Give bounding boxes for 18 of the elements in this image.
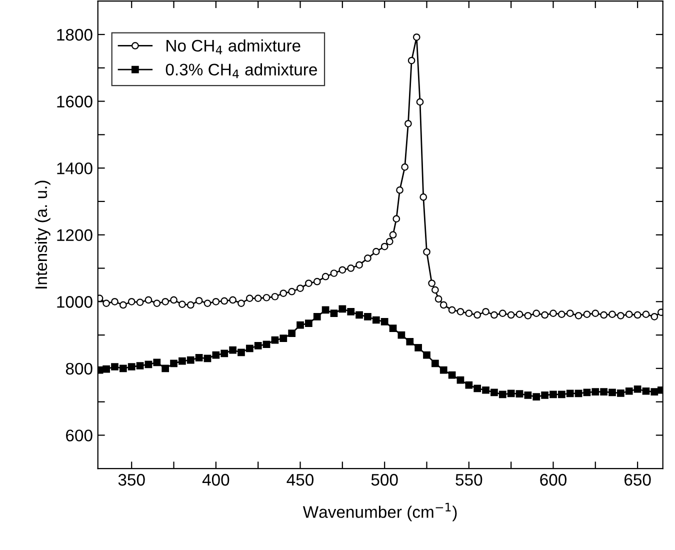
x-tick-label: 500 <box>371 474 398 486</box>
legend-label: 0.3% CH$_{4}$ admixture <box>166 63 317 78</box>
x-tick-label: 400 <box>202 474 230 486</box>
y-tick-label: 1000 <box>57 296 92 308</box>
y-axis-title: Intensity (a. u.) <box>34 180 50 288</box>
y-tick-label: 1600 <box>57 96 92 108</box>
x-tick-label: 450 <box>286 474 314 486</box>
x-tick-label: 550 <box>456 474 482 486</box>
y-tick-label: 1400 <box>57 162 92 174</box>
x-tick-label: 350 <box>118 474 145 486</box>
x-tick-label: 650 <box>624 474 651 486</box>
y-tick-label: 1200 <box>57 229 92 242</box>
x-axis-title: Wavenumber (cm$^{−1}$) <box>302 502 457 522</box>
y-tick-label: 1800 <box>57 28 92 41</box>
x-tick-label: 600 <box>540 474 566 486</box>
legend-label: No CH$_{4}$ admixture <box>166 39 300 54</box>
y-tick-label: 800 <box>66 362 92 375</box>
y-tick-label: 600 <box>66 430 92 442</box>
